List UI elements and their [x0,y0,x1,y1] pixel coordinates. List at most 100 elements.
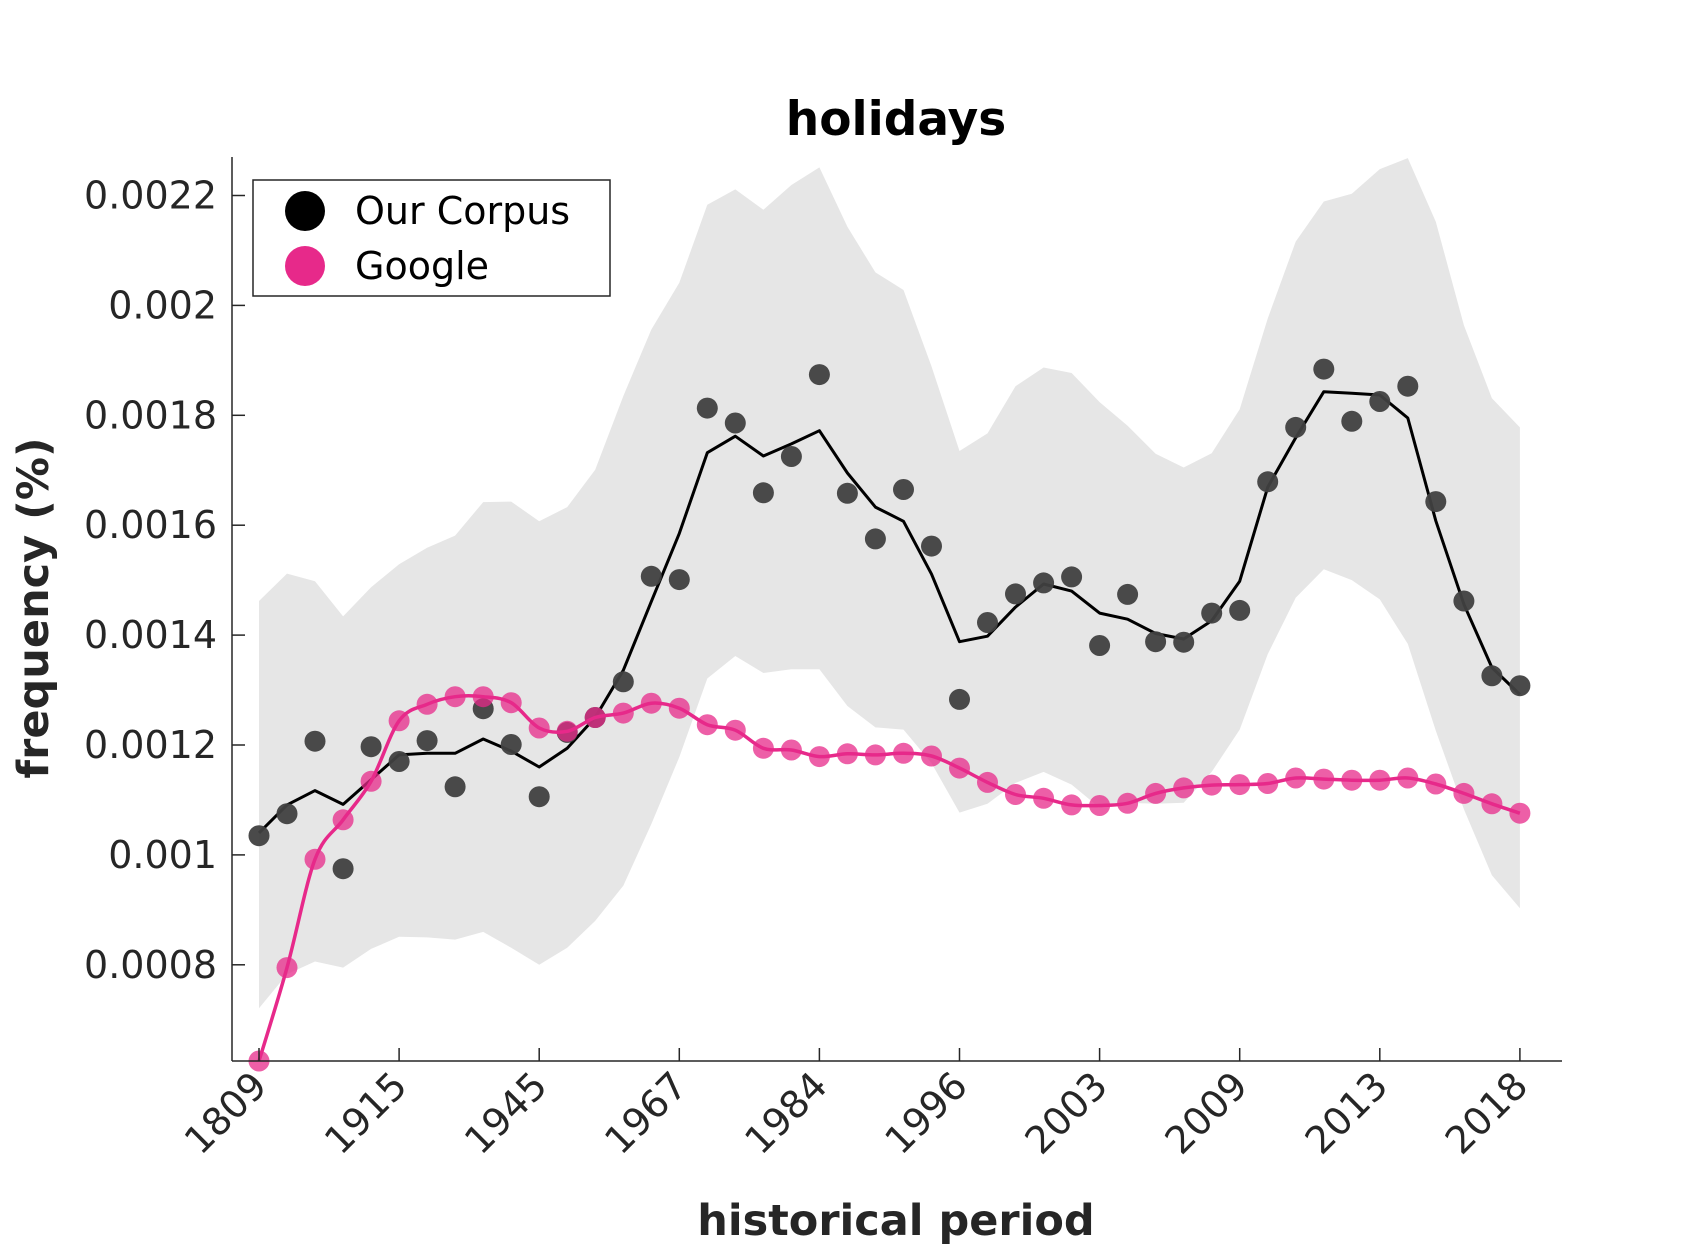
series-line-our-corpus [257,390,1521,834]
legend-label-our-corpus: Our Corpus [355,189,570,233]
data-point-google [332,809,354,831]
data-point-our-corpus [388,751,410,772]
data-point-google [304,848,326,870]
data-point-our-corpus [1509,675,1531,697]
y-tick-label: 0.001 [108,833,217,877]
data-point-google [1285,767,1307,789]
data-point-google [921,745,942,767]
data-point-google [977,771,998,793]
data-point-google [1145,782,1167,804]
data-point-google [416,693,438,715]
data-point-our-corpus [612,671,634,693]
data-point-google [1229,774,1251,796]
data-point-google [1453,782,1475,804]
data-point-google [1061,794,1083,816]
data-point-our-corpus [1117,583,1139,605]
data-point-google [1117,792,1139,814]
data-point-google [1425,773,1447,795]
data-point-google [360,770,382,792]
y-tick-label: 0.0016 [84,503,217,547]
data-point-our-corpus [1285,416,1307,438]
data-point-our-corpus [528,786,550,808]
data-point-our-corpus [1257,471,1279,493]
y-tick-label: 0.0014 [84,613,217,657]
data-point-google [1509,802,1531,824]
data-point-google [1341,769,1363,791]
data-point-google [836,743,858,765]
data-point-google [1257,773,1279,794]
confidence-band-our-corpus [259,158,1520,1009]
data-point-google [1033,787,1055,809]
data-point-our-corpus [276,803,298,825]
data-point-our-corpus [808,364,830,386]
data-point-our-corpus [1033,572,1055,594]
data-point-google [472,686,494,708]
data-point-our-corpus [500,734,522,755]
data-point-our-corpus [836,482,858,504]
data-point-our-corpus [668,569,690,591]
x-axis-title: historical period [697,1196,1094,1246]
y-tick-label: 0.002 [108,283,217,327]
data-point-our-corpus [444,776,466,798]
data-point-google [584,707,606,728]
data-point-our-corpus [248,825,270,847]
data-point-our-corpus [1313,358,1335,380]
data-point-our-corpus [724,412,746,434]
data-point-google [752,737,774,759]
legend: Our Corpus Google [252,179,611,297]
data-point-google [1173,777,1195,799]
data-point-google [1313,768,1335,790]
data-point-our-corpus [1173,631,1195,653]
data-point-google [724,719,746,741]
data-point-our-corpus [1369,391,1391,412]
data-point-our-corpus [360,736,382,758]
data-point-google [612,702,634,724]
legend-label-google: Google [355,244,489,288]
data-point-google [1481,793,1503,815]
data-point-google [528,717,550,739]
data-point-our-corpus [1145,631,1167,653]
data-point-our-corpus [1089,635,1111,656]
data-point-our-corpus [1453,590,1475,612]
data-point-google [893,742,914,764]
data-point-google [668,697,690,719]
legend-marker-google [285,246,325,286]
data-point-google [640,692,662,714]
data-point-google [864,744,886,766]
data-point-our-corpus [864,528,886,550]
data-point-our-corpus [949,688,970,710]
data-point-our-corpus [332,858,354,880]
data-point-google [388,710,410,732]
data-point-our-corpus [696,397,718,419]
data-point-our-corpus [977,612,998,633]
data-point-google [780,739,802,761]
data-point-google [1005,784,1026,805]
data-point-google [1397,767,1419,789]
y-tick-label: 0.0022 [84,174,217,218]
data-point-our-corpus [1341,410,1363,432]
data-point-our-corpus [416,730,438,752]
data-point-our-corpus [1005,583,1026,605]
data-point-google [500,692,522,714]
data-point-our-corpus [304,730,326,752]
data-point-our-corpus [1425,491,1447,513]
y-tick-label: 0.0008 [84,943,217,987]
data-point-our-corpus [780,446,802,467]
chart-title: holidays [786,92,1007,147]
data-point-our-corpus [1061,566,1083,588]
data-point-google [696,714,718,736]
data-point-google [556,720,578,742]
y-axis-title: frequency (%) [9,437,59,778]
data-point-our-corpus [1229,599,1251,621]
data-point-google [444,686,466,708]
data-point-google [949,757,970,779]
data-point-google [808,746,830,768]
data-point-our-corpus [1201,602,1223,624]
data-point-our-corpus [921,535,942,557]
data-point-our-corpus [1481,665,1503,687]
data-point-google [1369,769,1391,791]
y-tick-label: 0.0012 [84,723,217,767]
data-point-our-corpus [1397,375,1419,397]
data-point-our-corpus [640,565,662,587]
